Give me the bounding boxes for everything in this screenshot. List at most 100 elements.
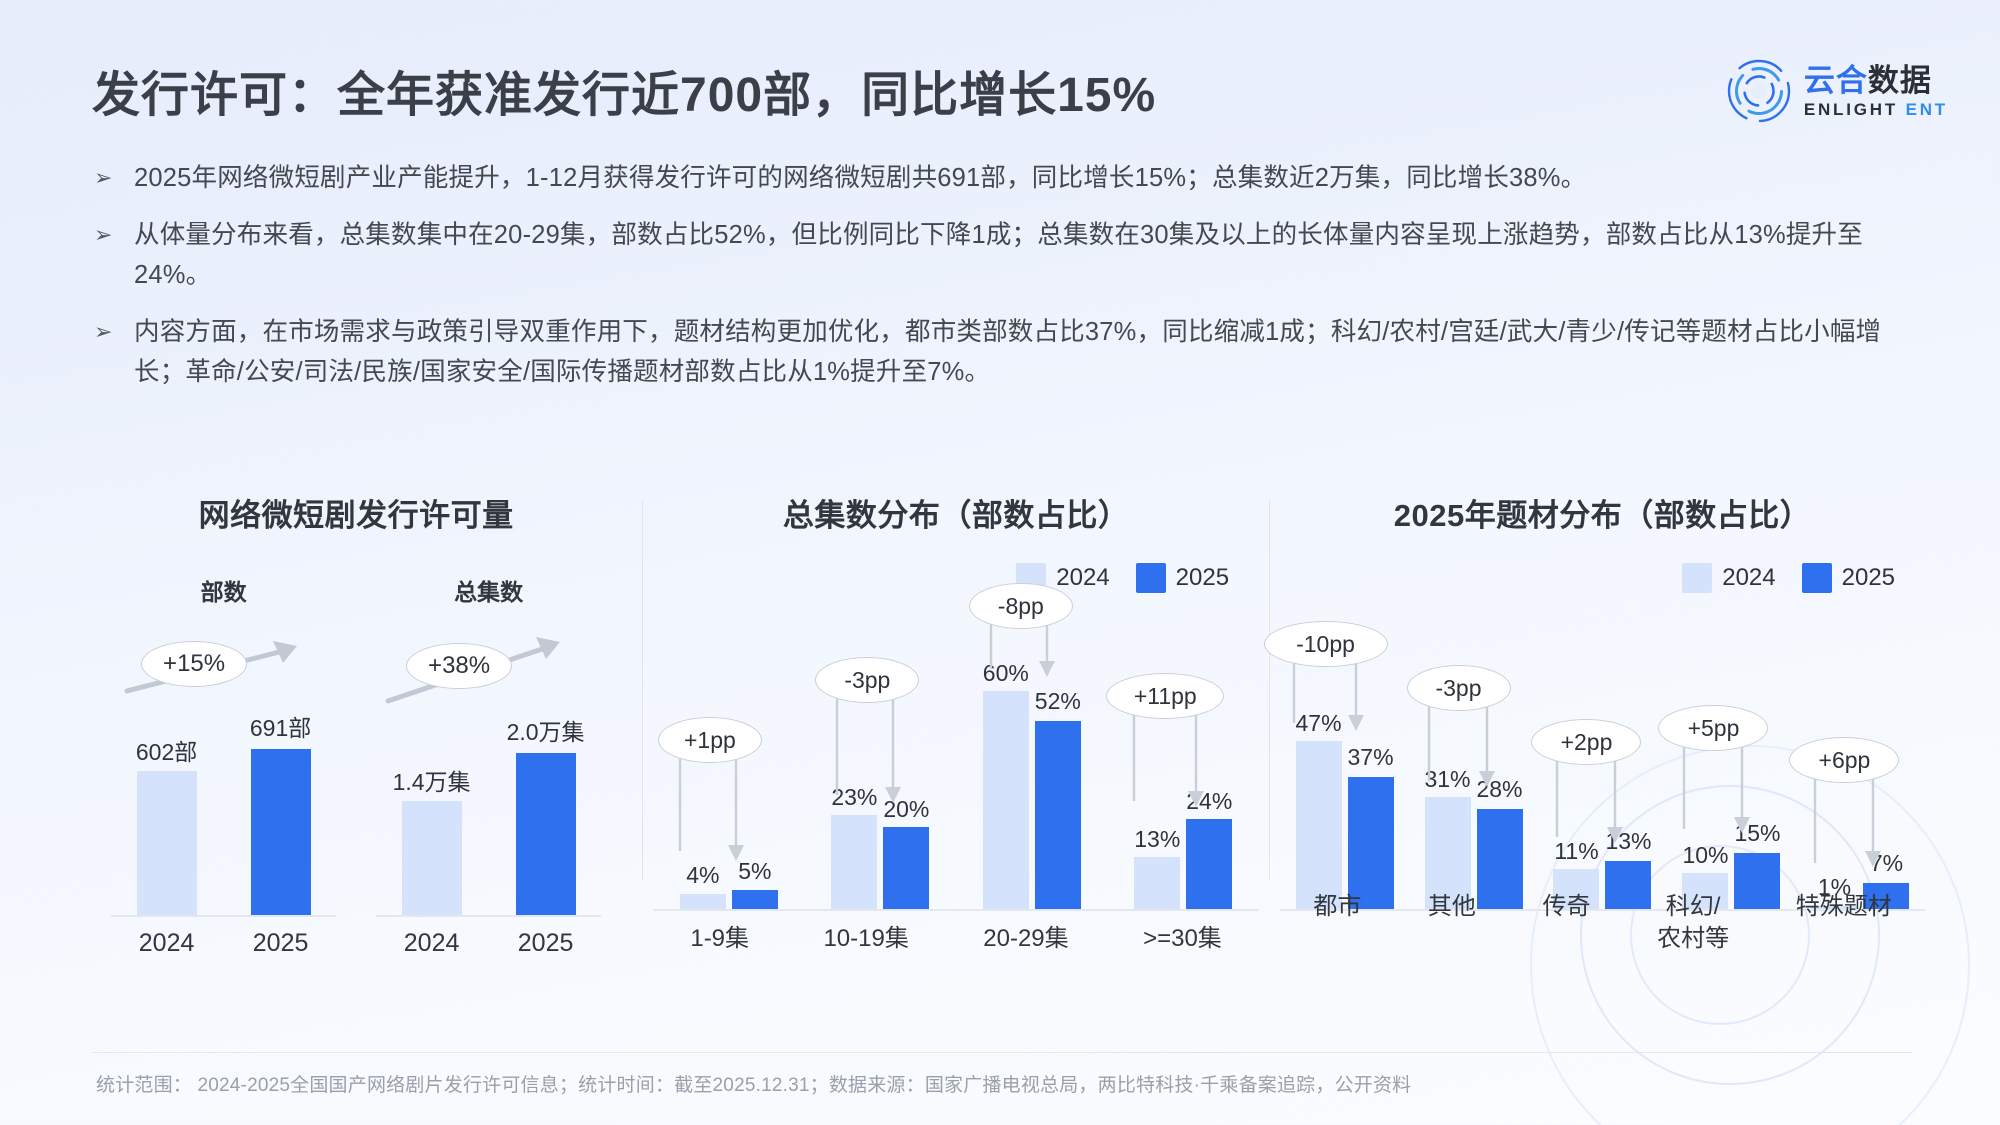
- bullet-text: 内容方面，在市场需求与政策引导双重作用下，题材结构更加优化，都市类部数占比37%…: [134, 318, 1882, 386]
- bar-2025: 20%: [883, 796, 930, 911]
- delta-badge: +1pp: [657, 717, 762, 763]
- subchart-episodes-count: 总集数 +38% 1.4万集 2.0万集: [376, 573, 602, 958]
- bar-fill-2025: [515, 753, 576, 917]
- legend-label: 2025: [1841, 564, 1896, 591]
- delta-connector-icon: [678, 759, 744, 861]
- x-tick-label: 特殊题材: [1795, 893, 1892, 920]
- chart-title: 网络微短剧发行许可量: [198, 498, 514, 533]
- bar-value: 2.0万集: [506, 719, 585, 745]
- delta-connector-icon: [1556, 761, 1624, 843]
- bar-value: 1%: [1817, 874, 1852, 900]
- chart-title: 2025年题材分布（部数占比）: [1393, 498, 1812, 533]
- bar-2024: 23%: [831, 784, 877, 911]
- plot-area: +1pp 4% 5%: [653, 583, 1260, 952]
- legend-item-2025: 2025: [1135, 563, 1229, 593]
- bar-fill-2024: [136, 771, 197, 917]
- bullet-item: ➢ 从体量分布来看，总集数集中在20-29集，部数占比52%，但比例同比下降1成…: [92, 215, 1922, 295]
- delta-badge: -3pp: [1406, 665, 1511, 711]
- bar-group: +2pp 11% 13%: [1531, 619, 1652, 911]
- bar-2024: 31%: [1424, 766, 1471, 911]
- chart-license-volume: 网络微短剧发行许可量 部数 +15% 602部: [80, 490, 632, 1035]
- footer-note: 统计范围： 2024-2025全国国产网络剧片发行许可信息；统计时间：截至202…: [96, 1075, 1412, 1096]
- delta-badge: -3pp: [815, 657, 920, 703]
- legend-label: 2024: [1722, 564, 1776, 591]
- bar-2024: 11%: [1553, 838, 1600, 911]
- delta-badge: -10pp: [1263, 621, 1388, 667]
- bar-value: 11%: [1554, 838, 1599, 864]
- bar-value: 31%: [1424, 766, 1471, 792]
- bar-fill-2025: [1347, 777, 1394, 911]
- bar-fill-2025: [883, 827, 930, 911]
- delta-badge: -8pp: [968, 583, 1073, 629]
- bullet-arrow-icon: ➢: [94, 319, 113, 344]
- bar-fill-2025: [250, 749, 311, 917]
- delta-connector-icon: [1683, 747, 1751, 833]
- bar-2025: 52%: [1035, 688, 1081, 911]
- bar-fill-2024: [982, 691, 1029, 911]
- bar-fill-2025: [731, 890, 778, 911]
- logo-en-blue: ENT: [1905, 99, 1948, 119]
- subchart-label: 部数: [200, 579, 247, 605]
- x-tick-label: 2025: [252, 929, 309, 957]
- delta-connector-icon: [1814, 779, 1882, 867]
- panel-divider: [1269, 500, 1271, 880]
- bar-2024: 1%: [1811, 874, 1858, 911]
- bar-fill-2024: [679, 894, 726, 911]
- bar-value: 13%: [1134, 826, 1181, 852]
- bullet-text: 2025年网络微短剧产业产能提升，1-12月获得发行许可的网络微短剧共691部，…: [134, 164, 1587, 192]
- legend-swatch-2025: [1135, 563, 1166, 593]
- chart-legend: 2024 2025: [653, 563, 1259, 593]
- delta-badge: +11pp: [1106, 673, 1225, 719]
- legend-swatch-2025: [1801, 563, 1832, 593]
- legend-item-2025: 2025: [1801, 563, 1896, 593]
- brand-logo: 云合 数据 ENLIGHT ENT: [1726, 58, 1948, 124]
- legend-label: 2024: [1056, 564, 1110, 591]
- bar-2025: 691部: [250, 715, 311, 917]
- x-tick-label: 都市: [1313, 893, 1362, 920]
- bar-group: +1pp 4% 5%: [657, 619, 778, 911]
- bar-2024: 13%: [1134, 826, 1180, 911]
- bullet-item: ➢ 2025年网络微短剧产业产能提升，1-12月获得发行许可的网络微短剧共691…: [92, 158, 1922, 198]
- bullet-arrow-icon: ➢: [94, 165, 113, 190]
- axis-line: [1280, 909, 1926, 911]
- axis-line: [111, 915, 337, 917]
- bullet-item: ➢ 内容方面，在市场需求与政策引导双重作用下，题材结构更加优化，都市类部数占比3…: [92, 312, 1922, 392]
- bar-group: -3pp 23% 20%: [815, 619, 930, 911]
- bar-group: +5pp 10% 15%: [1658, 619, 1780, 911]
- x-tick-label: 其他: [1427, 893, 1476, 920]
- bar-2025: 5%: [731, 858, 778, 911]
- axis-line: [653, 909, 1260, 911]
- bullet-arrow-icon: ➢: [94, 222, 113, 247]
- chart-legend: 2024 2025: [1280, 563, 1925, 593]
- chart-episode-distribution: 总集数分布（部数占比） 2024 2025 +1pp: [653, 490, 1260, 1035]
- bar-fill-2025: [1476, 809, 1523, 911]
- bar-value: 47%: [1295, 710, 1342, 736]
- bar-group: -10pp 47% 37%: [1263, 619, 1394, 911]
- x-tick-label: 2025: [517, 929, 574, 957]
- x-tick-label: 20-29集: [983, 925, 1069, 952]
- delta-connector-icon: [836, 699, 902, 803]
- chart-genre-distribution: 2025年题材分布（部数占比） 2024 2025 -10pp: [1263, 490, 1926, 1035]
- bar-group: +6pp 1% 7%: [1789, 619, 1910, 911]
- bar-fill-2024: [401, 801, 462, 917]
- slide-header: 发行许可：全年获准发行近700部，同比增长15% 云合 数据 ENLIGHT E…: [0, 0, 2000, 150]
- logo-cn-blue: 云合: [1803, 62, 1868, 98]
- bar-value: 37%: [1347, 744, 1394, 770]
- bar-2025: 37%: [1347, 744, 1394, 911]
- bar-fill-2024: [1295, 741, 1342, 911]
- bar-fill-2024: [1424, 797, 1471, 911]
- growth-badge: +15%: [141, 641, 248, 687]
- delta-connector-icon: [1292, 663, 1364, 731]
- subchart-label: 总集数: [454, 579, 524, 605]
- x-tick-label: 传奇: [1542, 893, 1591, 920]
- bar-value: 691部: [249, 715, 312, 741]
- panel-divider: [642, 500, 644, 880]
- bar-2025: 24%: [1186, 788, 1232, 911]
- bar-fill-2025: [1863, 883, 1910, 911]
- bar-fill-2024: [1553, 869, 1600, 911]
- bar-value: 1.4万集: [392, 769, 471, 795]
- page-title: 发行许可：全年获准发行近700部，同比增长15%: [92, 69, 1157, 122]
- x-tick-label: 2024: [138, 929, 195, 957]
- bar-2024: 4%: [679, 862, 726, 911]
- growth-badge: +38%: [406, 643, 513, 689]
